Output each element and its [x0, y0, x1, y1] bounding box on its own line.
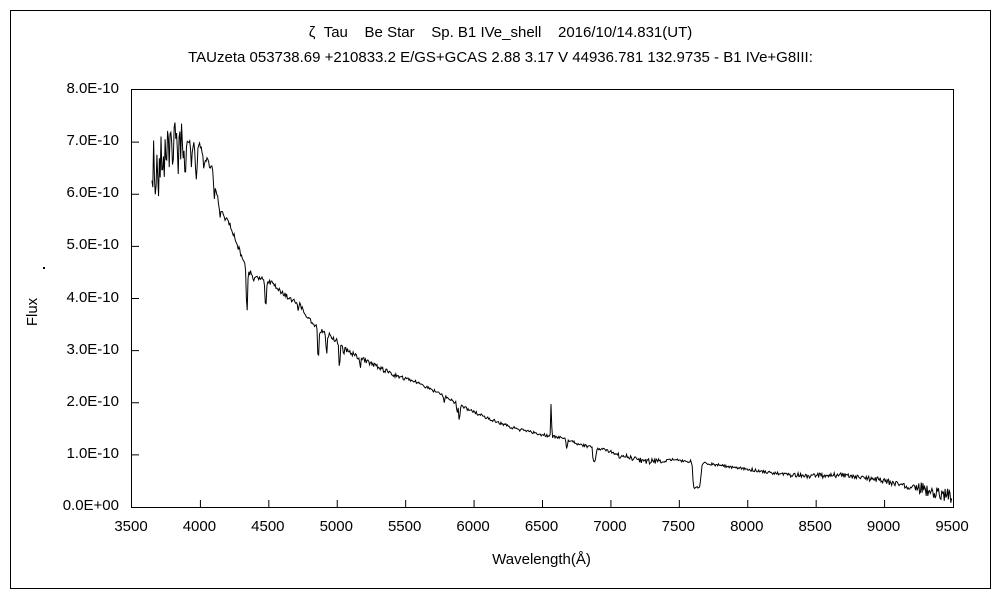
x-tick-label: 6500: [524, 518, 559, 535]
y-tick-label: 4.0E-10: [66, 288, 119, 306]
y-tick-label: 8.0E-10: [66, 80, 119, 97]
x-tick-label: 4000: [182, 518, 217, 535]
x-tick-label: 4500: [251, 518, 285, 535]
chart-title: ζ Tau Be Star Sp. B1 IVe_shell 2016/10/1…: [308, 24, 693, 41]
x-axis-title: Wavelength(Å): [492, 551, 591, 568]
x-tick-label: 8000: [730, 518, 764, 535]
chart-window-border: ζ Tau Be Star Sp. B1 IVe_shell 2016/10/1…: [10, 10, 991, 589]
y-tick-label: 7.0E-10: [66, 132, 119, 150]
x-tick-label: 7000: [593, 518, 627, 535]
y-tick-label: 2.0E-10: [66, 392, 119, 410]
stray-dot: [43, 267, 45, 269]
x-tick-label: 3500: [114, 518, 148, 535]
x-tick-label: 9500: [935, 518, 969, 535]
plot-area: [131, 89, 954, 508]
y-tick-label: 6.0E-10: [66, 184, 119, 202]
x-tick-label: 6000: [456, 518, 490, 535]
y-tick-label: 3.0E-10: [66, 340, 119, 358]
y-axis-title: Flux: [24, 297, 41, 327]
x-tick-label: 9000: [866, 518, 901, 535]
chart-subtitle: TAUzeta 053738.69 +210833.2 E/GS+GCAS 2.…: [188, 49, 813, 66]
y-tick-label: 0.0E+00: [62, 497, 119, 514]
y-tick-label: 5.0E-10: [66, 236, 119, 254]
x-tick-label: 7500: [661, 518, 696, 535]
x-tick-label: 5500: [387, 518, 422, 535]
y-tick-label: 1.0E-10: [66, 444, 119, 462]
spectrum-svg: [132, 122, 953, 507]
spectrum-line: [151, 122, 953, 503]
x-tick-label: 5000: [319, 518, 353, 535]
x-tick-label: 8500: [798, 518, 832, 535]
